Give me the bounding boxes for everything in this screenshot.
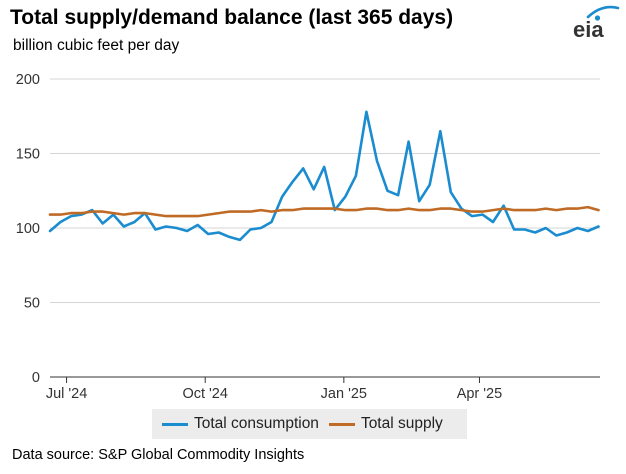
x-axis: Jul '24 Oct '24 Jan '25 Apr '25: [46, 376, 600, 402]
data-source-note: Data source: S&P Global Commodity Insigh…: [12, 447, 305, 463]
logo-text: eia: [573, 17, 604, 40]
eia-logo[interactable]: eia: [566, 4, 620, 40]
x-tick-label-1: Oct '24: [182, 386, 227, 402]
legend-item-supply[interactable]: Total supply: [319, 415, 443, 433]
y-tick-label-0: 0: [32, 370, 40, 386]
chart-subtitle: billion cubic feet per day: [13, 37, 180, 54]
legend-swatch-supply: [328, 422, 355, 426]
logo-dot-icon: [594, 15, 601, 21]
x-tick-label-2: Jan '25: [321, 386, 367, 402]
y-axis-ticks: 0 50 100 150 200: [16, 72, 40, 386]
line-chart: 0 50 100 150 200 Jul '24 Oct '24 Jan '25 Apr '2…: [16, 72, 600, 402]
legend-item-consumption[interactable]: Total consumption: [152, 415, 319, 433]
x-tick-label-3: Apr '25: [457, 386, 503, 402]
x-tick-label-0: Jul '24: [46, 386, 87, 402]
y-tick-label-150: 150: [16, 147, 40, 163]
series-lines: [48, 110, 600, 242]
legend-label-supply: Total supply: [360, 415, 443, 432]
legend-label-consumption: Total consumption: [194, 415, 319, 432]
gridlines: [50, 78, 600, 303]
consumption-line: [48, 110, 600, 242]
legend-swatch-consumption: [162, 422, 188, 426]
chart-title: Total supply/demand balance (last 365 da…: [10, 6, 454, 29]
logo-arc-icon: [586, 5, 620, 19]
y-tick-label-50: 50: [24, 296, 40, 312]
y-tick-label-200: 200: [16, 72, 40, 88]
legend: Total consumption Total supply: [152, 409, 467, 439]
y-tick-label-100: 100: [16, 221, 40, 237]
supply-line: [48, 205, 600, 218]
